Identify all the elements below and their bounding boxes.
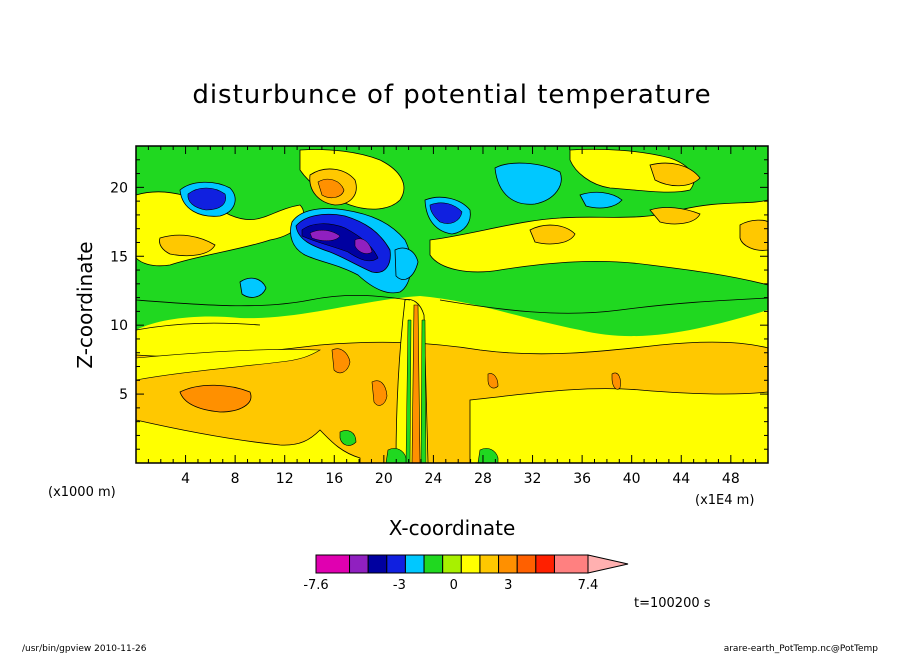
colorbar-swatch xyxy=(553,554,589,574)
colorbar-tick-label: -7.6 xyxy=(303,578,328,593)
footer-left: /usr/bin/gpview 2010-11-26 xyxy=(22,644,147,654)
colorbar-extend-arrow xyxy=(587,554,629,574)
colorbar-swatch xyxy=(516,554,537,574)
contour-field xyxy=(136,146,768,463)
x-tick-label: 44 xyxy=(672,471,690,487)
y-tick-label: 5 xyxy=(119,387,128,403)
colorbar-swatch xyxy=(404,554,425,574)
x-tick-label: 28 xyxy=(474,471,492,487)
colorbar-swatch xyxy=(479,554,500,574)
y-axis: 5 10 15 20 xyxy=(110,159,768,450)
colorbar-swatch xyxy=(315,554,351,574)
y-scale-note: (x1000 m) xyxy=(48,485,116,500)
time-label: t=100200 s xyxy=(634,596,711,611)
y-axis-title: Z-coordinate xyxy=(73,241,97,368)
x-tick-label: 48 xyxy=(722,471,740,487)
colorbar-swatch xyxy=(460,554,481,574)
x-tick-label: 40 xyxy=(623,471,641,487)
x-scale-note: (x1E4 m) xyxy=(695,493,754,508)
x-tick-label: 4 xyxy=(181,471,190,487)
colorbar-swatch xyxy=(498,554,518,574)
y-tick-label: 10 xyxy=(110,318,128,334)
colorbar-swatch xyxy=(349,554,369,574)
colorbar-swatch xyxy=(535,554,555,574)
footer-right: arare-earth_PotTemp.nc@PotTemp xyxy=(724,644,879,654)
colorbar-swatch xyxy=(423,554,444,574)
x-axis-title: X-coordinate xyxy=(389,516,516,540)
y-tick-label: 20 xyxy=(110,180,128,196)
y-tick-label: 15 xyxy=(110,249,128,265)
chart-title: disturbunce of potential temperature xyxy=(192,80,711,110)
colorbar-swatch xyxy=(386,554,406,574)
x-tick-label: 20 xyxy=(375,471,393,487)
x-tick-label: 36 xyxy=(573,471,591,487)
x-tick-label: 8 xyxy=(231,471,240,487)
plot-frame xyxy=(135,145,769,464)
x-tick-label: 32 xyxy=(524,471,542,487)
colorbar-swatch xyxy=(442,554,462,574)
colorbar-tick-label: 7.4 xyxy=(578,578,599,593)
colorbar-tick-label: 0 xyxy=(450,578,458,593)
x-tick-label: 12 xyxy=(276,471,294,487)
x-tick-label: 24 xyxy=(424,471,442,487)
x-axis: 4 8 12 16 20 24 28 32 36 40 44 48 xyxy=(147,146,757,487)
colorbar: -7.6 -3 0 3 7.4 xyxy=(303,554,629,593)
colorbar-tick-label: -3 xyxy=(393,578,406,593)
colorbar-tick-label: 3 xyxy=(504,578,512,593)
x-tick-label: 16 xyxy=(325,471,343,487)
colorbar-swatch xyxy=(367,554,388,574)
plot-area xyxy=(135,145,769,464)
